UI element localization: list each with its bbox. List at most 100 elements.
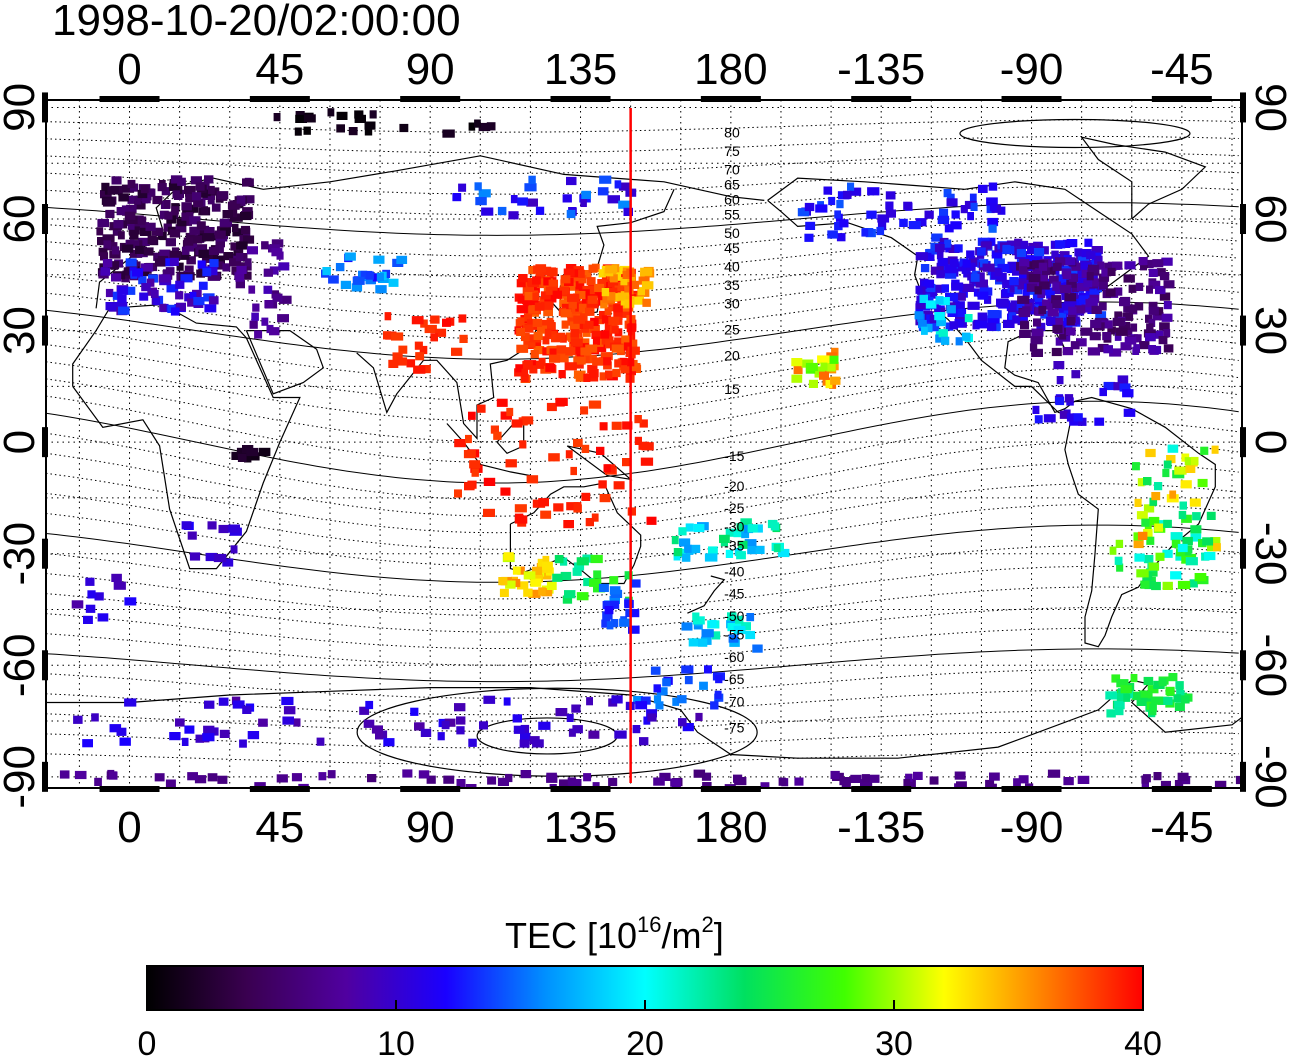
tec-cell — [123, 267, 134, 276]
tec-cell — [699, 681, 708, 690]
tec-cell — [1086, 272, 1094, 281]
tec-cell — [154, 773, 165, 782]
tec-cell — [217, 775, 228, 784]
tec-cell — [530, 578, 542, 587]
left-tick-bar — [42, 204, 48, 235]
tec-cell — [1087, 347, 1100, 356]
tec-cell — [327, 770, 336, 779]
tec-cell — [588, 264, 598, 273]
tec-cell — [695, 712, 703, 722]
tec-cell — [535, 264, 547, 273]
contour-label: 25 — [724, 322, 740, 338]
north-pole-contour — [959, 118, 1191, 149]
tec-cell — [207, 196, 215, 205]
tec-cell — [1170, 532, 1183, 541]
tec-cell — [511, 419, 523, 428]
mag-contour — [46, 524, 1239, 583]
tec-cell — [834, 222, 843, 231]
right-latitude-label: 60 — [1246, 195, 1292, 244]
tec-cell — [517, 566, 525, 575]
tec-cell — [752, 545, 765, 554]
tec-cell — [1033, 248, 1045, 257]
tec-cell — [202, 233, 215, 242]
tec-cell — [111, 273, 122, 282]
tec-cell — [935, 296, 944, 305]
tec-cell — [184, 243, 197, 252]
tec-cell — [521, 332, 530, 342]
right-tick-bar — [1240, 761, 1246, 792]
bottom-tick-bar — [99, 786, 160, 792]
tec-cell — [734, 777, 747, 786]
tec-cell — [483, 477, 496, 486]
top-tick-bar — [249, 96, 310, 102]
tec-cell — [831, 347, 839, 356]
tec-cell — [348, 127, 358, 136]
tec-cell — [639, 737, 649, 746]
tec-cell — [986, 197, 998, 206]
tec-cell — [566, 282, 577, 291]
tec-cell — [1051, 250, 1059, 259]
tec-cell — [692, 612, 700, 621]
tec-cell — [563, 268, 575, 277]
mag-contour — [46, 545, 1239, 600]
tec-cell — [583, 577, 595, 587]
right-tick-bar — [1240, 538, 1246, 569]
tec-cell — [866, 210, 877, 219]
tec-cell — [1154, 307, 1164, 316]
tec-cell — [556, 345, 567, 354]
tec-cell — [520, 770, 532, 779]
tec-cell — [143, 247, 154, 256]
tec-cell — [715, 675, 723, 684]
tec-cell — [351, 283, 363, 292]
tec-cell — [618, 182, 630, 191]
tec-cell — [236, 241, 248, 250]
tec-cell — [1144, 523, 1152, 532]
tec-cell — [235, 280, 245, 289]
tec-cell — [107, 186, 120, 195]
tec-cell — [589, 324, 600, 333]
tec-cell — [376, 272, 384, 281]
tec-cell — [1094, 255, 1103, 264]
tec-cell — [516, 581, 529, 590]
tec-cell — [184, 293, 192, 302]
tec-cell — [562, 194, 572, 203]
tec-cell — [614, 180, 622, 189]
tec-cell — [209, 259, 219, 268]
tec-cell — [684, 544, 692, 553]
tec-cell — [1090, 319, 1102, 328]
tec-cell — [532, 739, 544, 748]
tec-cell — [526, 198, 538, 207]
tec-cell — [102, 259, 113, 268]
tec-cell — [519, 440, 527, 449]
tec-cell — [364, 121, 376, 130]
tec-cell — [1099, 281, 1108, 290]
tec-cell — [1115, 539, 1124, 548]
colorbar-tick-label: 20 — [626, 1025, 664, 1057]
tec-cell — [189, 291, 197, 300]
colorbar-ticks: 0 10 20 30 40 — [138, 1000, 1162, 1057]
tec-cell — [877, 214, 890, 223]
tec-cell — [1143, 504, 1155, 513]
tec-cell — [573, 502, 582, 511]
tec-cell — [1160, 696, 1173, 705]
tec-cell — [1032, 260, 1045, 269]
tec-cell — [112, 227, 122, 236]
tec-cell — [1099, 387, 1107, 397]
tec-cell — [497, 777, 509, 786]
tec-cell — [138, 237, 150, 246]
tec-cell — [328, 275, 339, 284]
tec-cell — [1111, 674, 1121, 683]
tec-cell — [976, 247, 986, 256]
tec-cell — [227, 201, 240, 210]
tec-cell — [924, 279, 935, 288]
tec-cell — [599, 422, 608, 431]
tec-cell — [277, 314, 289, 323]
tec-cell — [591, 330, 603, 339]
tec-cell — [1053, 361, 1065, 370]
tec-cell — [129, 231, 139, 240]
tec-cell — [994, 268, 1002, 277]
tec-cell — [1098, 273, 1110, 282]
tec-cell — [147, 235, 157, 244]
tec-cell — [359, 706, 370, 715]
tec-cell — [1078, 417, 1087, 426]
